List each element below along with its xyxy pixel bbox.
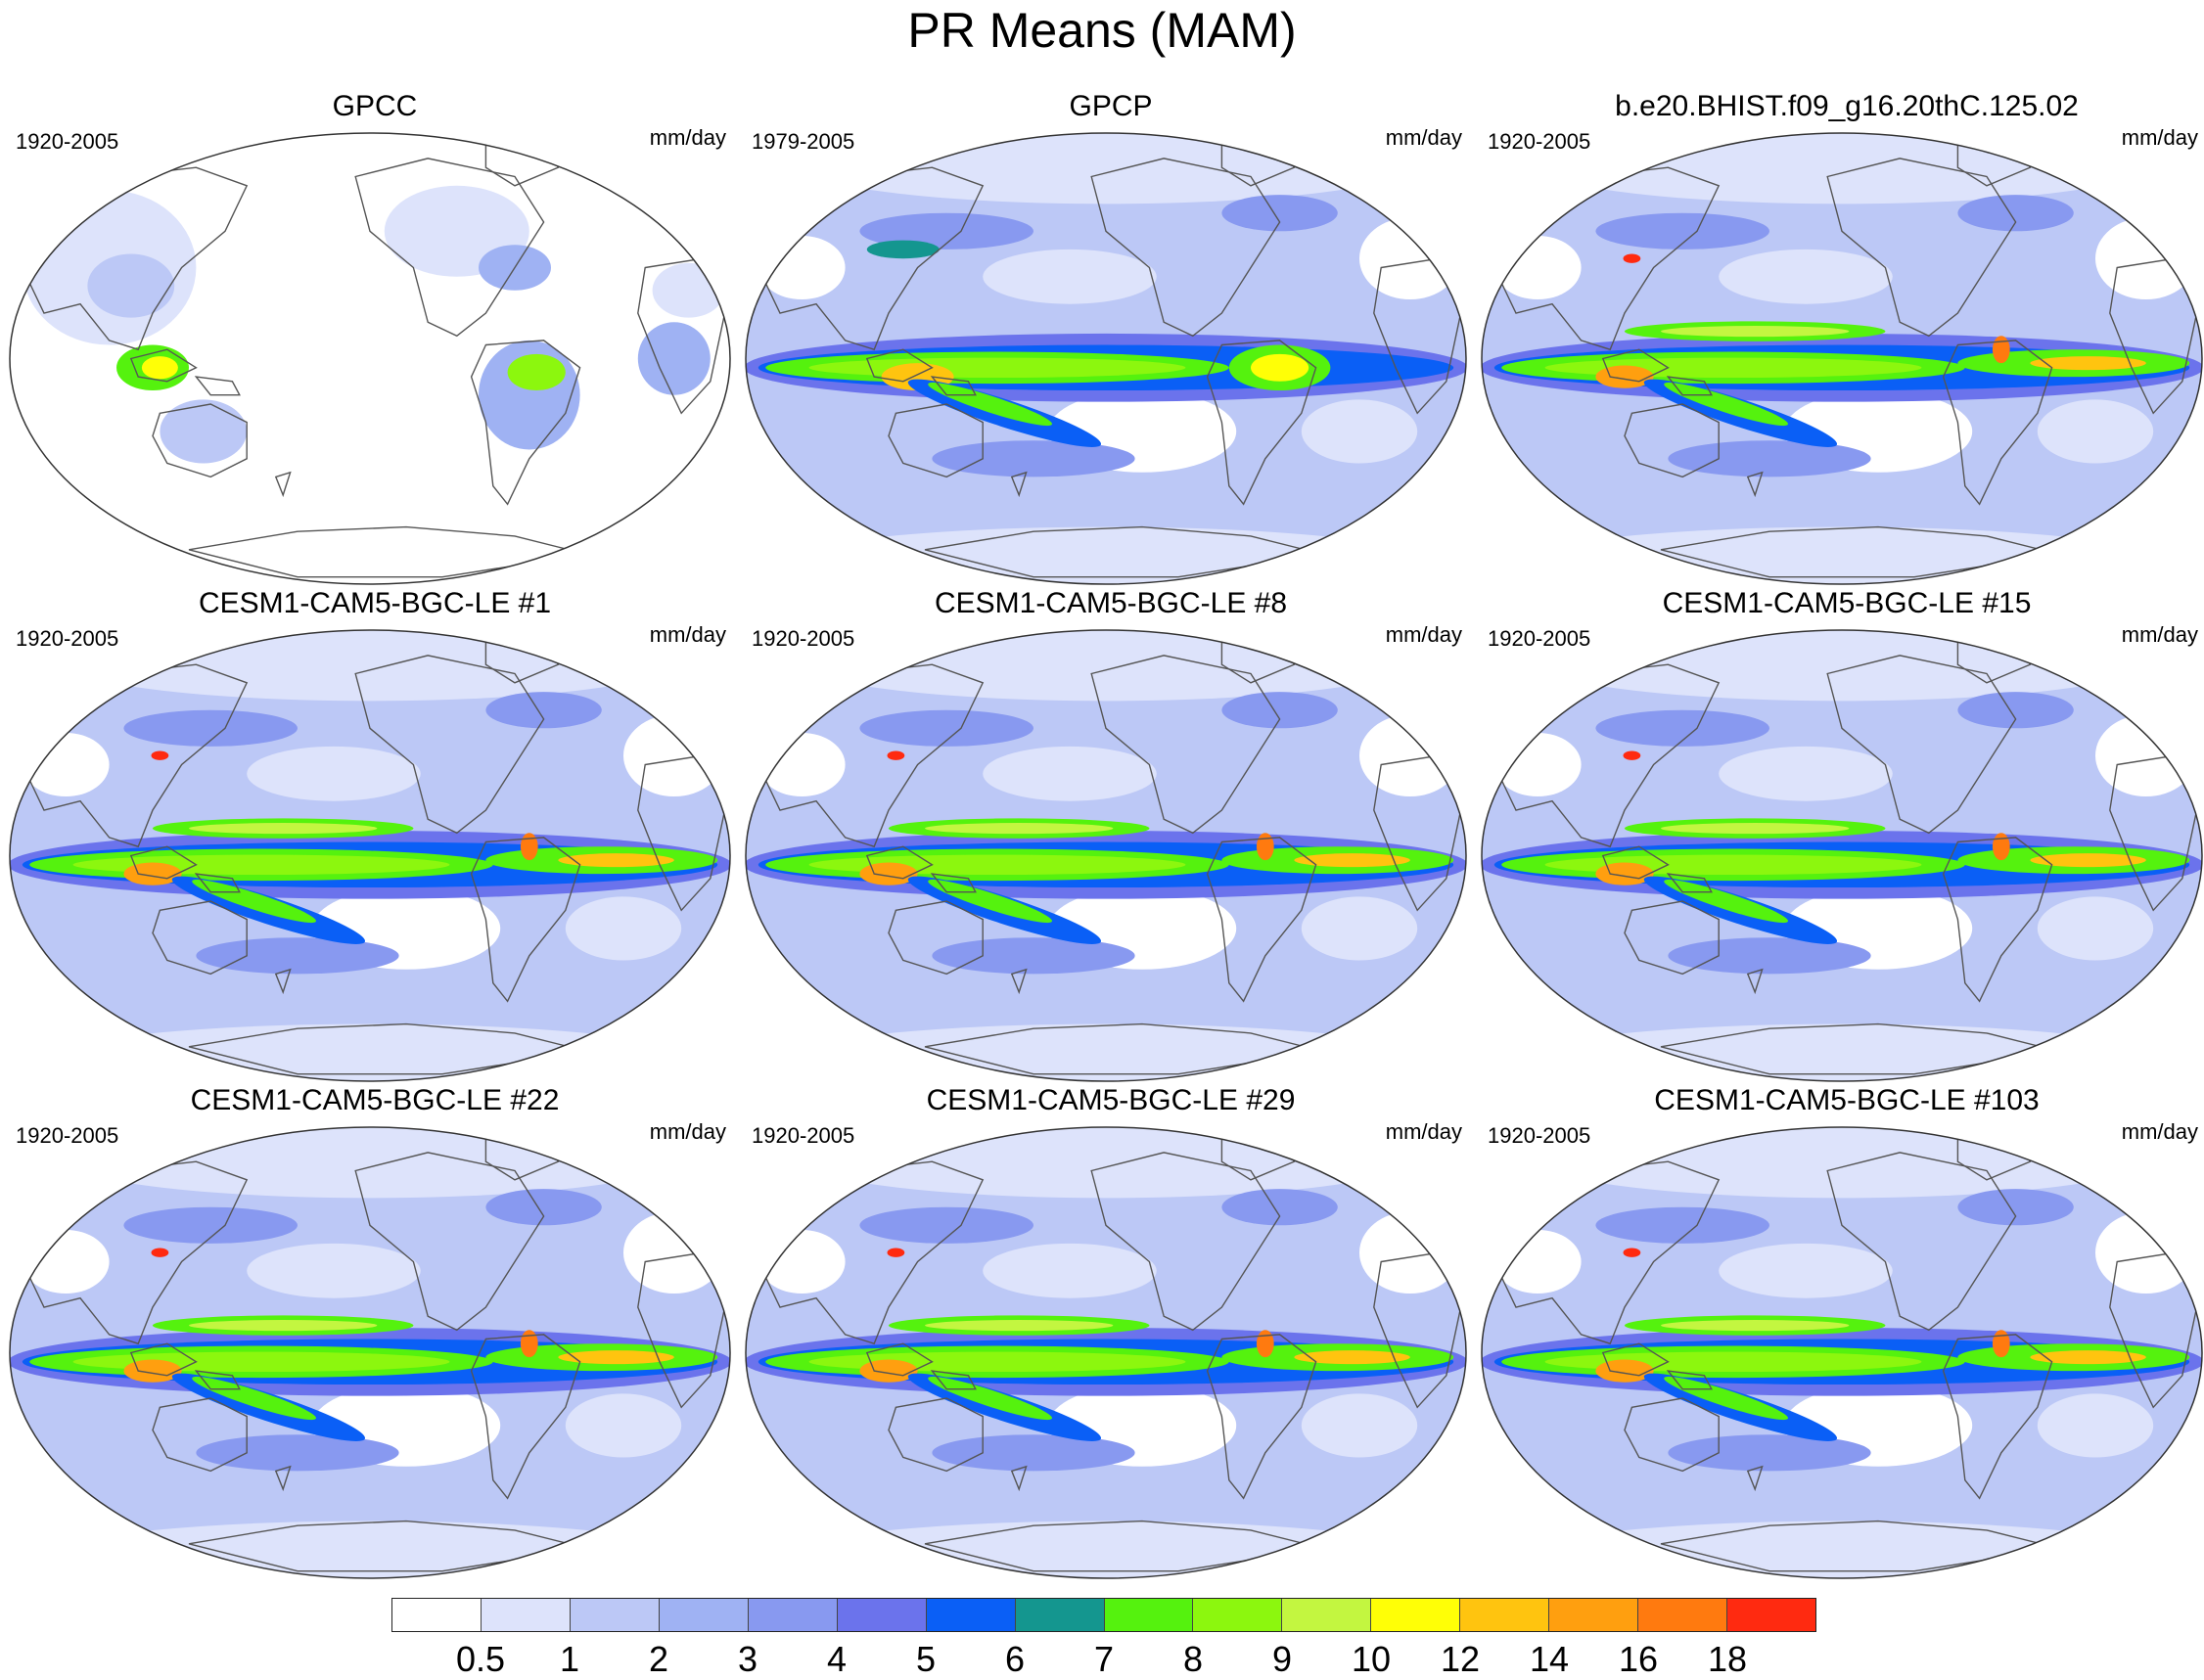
panel-units-label: mm/day <box>1385 1119 1462 1144</box>
colorbar-box <box>481 1599 571 1631</box>
colorbar-tick-label: 5 <box>915 1639 937 1679</box>
colorbar-tick-label: 0.5 <box>455 1639 506 1679</box>
map-panel: GPCP 1979-2005 mm/day <box>744 90 1478 589</box>
figure-title: PR Means (MAM) <box>907 3 1297 58</box>
map-panel: CESM1-CAM5-BGC-LE #29 1920-2005 mm/day <box>744 1084 1478 1583</box>
panel-period-label: 1920-2005 <box>1488 626 1591 651</box>
panel-title: GPCP <box>1069 90 1153 122</box>
map-panel: b.e20.BHIST.f09_g16.20thC.125.02 1920-200… <box>1480 90 2204 589</box>
panel-units-label: mm/day <box>2121 1119 2198 1144</box>
colorbar-tick-label: 9 <box>1271 1639 1293 1679</box>
panel-title: GPCC <box>332 90 418 122</box>
precip-map <box>745 629 1467 1082</box>
panel-title: CESM1-CAM5-BGC-LE #103 <box>1654 1084 2040 1116</box>
colorbar-box <box>1193 1599 1283 1631</box>
colorbar-tick-label: 6 <box>1004 1639 1026 1679</box>
panel-units-label: mm/day <box>2121 622 2198 647</box>
panel-period-label: 1920-2005 <box>16 129 119 154</box>
panel-period-label: 1920-2005 <box>16 626 119 651</box>
panel-units-label: mm/day <box>2121 125 2198 150</box>
colorbar-box <box>1460 1599 1550 1631</box>
colorbar-box <box>1104 1599 1194 1631</box>
panel-title: b.e20.BHIST.f09_g16.20thC.125.02 <box>1615 90 2079 122</box>
panel-units-label: mm/day <box>1385 125 1462 150</box>
panel-title: CESM1-CAM5-BGC-LE #8 <box>934 587 1288 619</box>
colorbar-box <box>1638 1599 1728 1631</box>
panel-period-label: 1920-2005 <box>16 1123 119 1148</box>
precip-map <box>9 132 731 585</box>
colorbar-tick-label: 16 <box>1618 1639 1659 1679</box>
precip-map <box>9 629 731 1082</box>
map-panel: CESM1-CAM5-BGC-LE #15 1920-2005 mm/day <box>1480 587 2204 1086</box>
map-panel: CESM1-CAM5-BGC-LE #1 1920-2005 mm/day <box>8 587 742 1086</box>
panel-units-label: mm/day <box>1385 622 1462 647</box>
colorbar-tick-label: 4 <box>826 1639 848 1679</box>
panel-title: CESM1-CAM5-BGC-LE #29 <box>926 1084 1296 1116</box>
precip-map <box>9 1126 731 1579</box>
panel-period-label: 1920-2005 <box>1488 1123 1591 1148</box>
precip-map <box>1481 629 2203 1082</box>
colorbar-tick-label: 1 <box>559 1639 580 1679</box>
colorbar-tick-label: 3 <box>737 1639 758 1679</box>
panel-period-label: 1920-2005 <box>752 1123 855 1148</box>
precip-map <box>1481 1126 2203 1579</box>
colorbar <box>391 1598 1816 1632</box>
colorbar-tick-label: 18 <box>1707 1639 1748 1679</box>
panel-period-label: 1979-2005 <box>752 129 855 154</box>
panel-units-label: mm/day <box>649 125 726 150</box>
colorbar-box <box>748 1599 838 1631</box>
colorbar-box <box>570 1599 660 1631</box>
colorbar-tick-label: 12 <box>1440 1639 1481 1679</box>
panel-title: CESM1-CAM5-BGC-LE #15 <box>1662 587 2032 619</box>
colorbar-tick-label: 14 <box>1529 1639 1570 1679</box>
colorbar-box <box>659 1599 749 1631</box>
map-panel: CESM1-CAM5-BGC-LE #22 1920-2005 mm/day <box>8 1084 742 1583</box>
colorbar-box <box>837 1599 927 1631</box>
colorbar-box <box>1549 1599 1639 1631</box>
panel-title: CESM1-CAM5-BGC-LE #1 <box>198 587 552 619</box>
colorbar-box <box>1015 1599 1105 1631</box>
panel-units-label: mm/day <box>649 1119 726 1144</box>
colorbar-tick-label: 2 <box>648 1639 669 1679</box>
map-panel: CESM1-CAM5-BGC-LE #103 1920-2005 mm/day <box>1480 1084 2204 1583</box>
colorbar-tick-label: 8 <box>1182 1639 1204 1679</box>
panel-units-label: mm/day <box>649 622 726 647</box>
panel-title: CESM1-CAM5-BGC-LE #22 <box>190 1084 560 1116</box>
colorbar-box <box>392 1599 482 1631</box>
panel-period-label: 1920-2005 <box>1488 129 1591 154</box>
colorbar-tick-label: 7 <box>1093 1639 1115 1679</box>
colorbar-box <box>926 1599 1016 1631</box>
panel-period-label: 1920-2005 <box>752 626 855 651</box>
colorbar-box <box>1727 1599 1815 1631</box>
precip-map <box>1481 132 2203 585</box>
precip-map <box>745 132 1467 585</box>
colorbar-tick-label: 10 <box>1351 1639 1392 1679</box>
colorbar-box <box>1282 1599 1372 1631</box>
colorbar-box <box>1371 1599 1461 1631</box>
map-panel: CESM1-CAM5-BGC-LE #8 1920-2005 mm/day <box>744 587 1478 1086</box>
precip-map <box>745 1126 1467 1579</box>
map-panel: GPCC 1920-2005 mm/day <box>8 90 742 589</box>
